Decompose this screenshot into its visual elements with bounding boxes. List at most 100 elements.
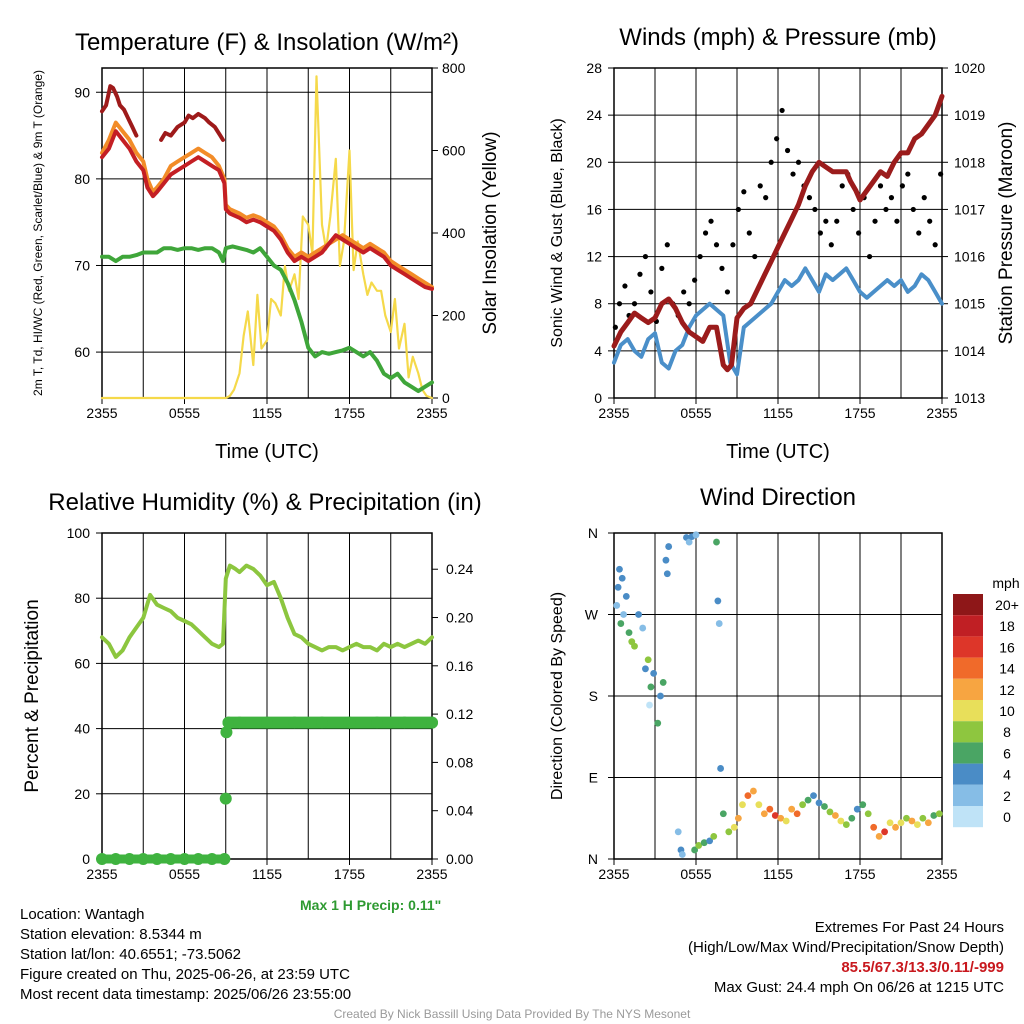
precip-y-tick-label: 0.24 xyxy=(446,561,473,577)
wind-direction-point xyxy=(730,823,738,831)
wind-direction-point xyxy=(870,823,878,831)
speed-legend-label: 20+ xyxy=(995,597,1019,613)
insolation-y-tick-label: 600 xyxy=(442,143,466,159)
wind-direction-point xyxy=(755,801,763,809)
pressure-y-tick-label: 1018 xyxy=(954,154,985,170)
wdir-y-tick-label: S xyxy=(589,688,598,704)
temp-title: Temperature (F) & Insolation (W/m²) xyxy=(75,29,459,56)
wdir-y-tick-label: N xyxy=(588,851,598,867)
wind-direction-point xyxy=(771,812,779,819)
credit-line: Created By Nick Bassill Using Data Provi… xyxy=(333,1007,691,1021)
wind-direction-point xyxy=(826,808,834,816)
wdir-panel-x-tick-label: 0555 xyxy=(680,866,711,882)
wind-direction-point xyxy=(886,819,894,827)
wind-direction-point xyxy=(930,812,938,819)
wdir-ylabel: Direction (Colored By Speed) xyxy=(549,592,566,800)
heat-index-line xyxy=(159,111,225,142)
temp9m-line xyxy=(100,120,434,290)
gust-point xyxy=(823,218,829,224)
gust-point xyxy=(856,230,862,236)
insolation-y-tick-label: 200 xyxy=(442,308,466,324)
speed-legend-swatch xyxy=(953,763,983,785)
precip-y-tick-label: 0.00 xyxy=(446,851,473,867)
rh-panel-x-tick-label: 2355 xyxy=(86,866,117,882)
gust-point xyxy=(938,171,944,177)
speed-legend-label: 12 xyxy=(999,682,1015,698)
wind-y-tick-label: 24 xyxy=(586,107,602,123)
precip-y-tick-label: 0.20 xyxy=(446,610,473,626)
wind-panel-x-tick-label: 0555 xyxy=(680,405,711,421)
wind-direction-point xyxy=(739,801,746,809)
gust-point xyxy=(622,283,628,289)
precip-point xyxy=(233,716,246,729)
pressure-y-tick-label: 1020 xyxy=(954,60,985,76)
wind-direction-point xyxy=(853,805,861,813)
figure-created: Figure created on Thu, 2025-06-26, at 23… xyxy=(20,966,350,983)
temp-panel-x-tick-label: 2355 xyxy=(416,405,447,421)
wind-direction-point xyxy=(646,701,653,709)
wind-y-tick-label: 16 xyxy=(586,201,602,217)
speed-legend-swatch xyxy=(953,678,983,700)
wind-direction-point xyxy=(625,629,633,637)
speed-legend-swatch xyxy=(953,784,983,806)
wind-direction-point xyxy=(750,787,757,795)
precip-point xyxy=(316,716,328,729)
wdir-panel-x-tick-label: 1155 xyxy=(763,866,793,882)
precip-point xyxy=(137,853,150,865)
wind-direction-point xyxy=(663,570,671,578)
gust-point xyxy=(795,159,802,165)
insolation-y-tick-label: 800 xyxy=(442,60,466,76)
speed-legend-swatch xyxy=(953,742,983,764)
speed-legend-label: 0 xyxy=(1003,809,1011,825)
gust-point xyxy=(779,107,785,114)
precip-point xyxy=(206,853,218,865)
temp-y-tick-label: 80 xyxy=(74,171,90,187)
rh-panel-x-tick-label: 1155 xyxy=(252,866,282,882)
gust-point xyxy=(659,265,665,271)
rh-panel-x-tick-label: 0555 xyxy=(169,866,200,882)
wind-direction-point xyxy=(695,842,703,849)
gust-point xyxy=(697,253,703,260)
precip-y-tick-label: 0.08 xyxy=(446,754,473,770)
precip-point xyxy=(288,716,301,729)
temp-xlabel: Time (UTC) xyxy=(215,441,319,463)
gust-point xyxy=(828,242,834,248)
precip-point xyxy=(218,853,231,865)
gust-point xyxy=(752,253,758,260)
rh-panel-x-tick-label: 1755 xyxy=(334,866,365,882)
wind-direction-point xyxy=(892,823,899,831)
precip-point xyxy=(220,726,233,739)
wind-direction-point xyxy=(760,810,768,818)
gust-point xyxy=(790,171,796,177)
temp-y-tick-label: 70 xyxy=(74,257,90,273)
wdir-y-tick-label: N xyxy=(588,525,598,541)
wind-direction-point xyxy=(725,828,733,836)
gust-point xyxy=(757,183,763,189)
sonic-wind-line xyxy=(612,266,944,377)
wind-direction-point xyxy=(659,679,667,686)
wind-ylabel: Sonic Wind & Gust (Blue, Black) xyxy=(549,118,566,347)
wind-panel-x-tick-label: 2355 xyxy=(598,405,629,421)
rh-y-tick-label: 40 xyxy=(74,721,90,737)
wind-direction-point xyxy=(919,814,927,822)
gust-point xyxy=(774,136,780,142)
gust-point xyxy=(850,206,856,213)
speed-legend-label: 14 xyxy=(999,661,1015,677)
wind-direction-point xyxy=(616,565,623,573)
wind-direction-point xyxy=(678,851,686,858)
precip-point xyxy=(123,853,136,865)
station-location: Location: Wantagh xyxy=(20,906,145,923)
speed-legend-label: 2 xyxy=(1003,788,1011,804)
wind-direction-point xyxy=(859,801,867,809)
wind-direction-point xyxy=(864,810,872,818)
wind-direction-point xyxy=(650,669,658,677)
temp2m-line xyxy=(100,129,434,291)
wind-direction-point xyxy=(744,792,752,800)
wind-direction-point xyxy=(647,683,655,691)
pressure-y-tick-label: 1013 xyxy=(954,390,985,406)
gust-point xyxy=(921,195,927,201)
gust-point xyxy=(746,230,752,236)
gust-point xyxy=(686,301,692,307)
gust-point xyxy=(888,195,895,201)
wind-direction-point xyxy=(897,819,905,827)
